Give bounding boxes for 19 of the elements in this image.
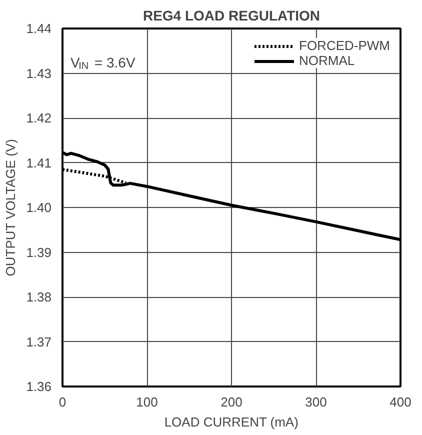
y-tick-label: 1.40 xyxy=(26,200,52,215)
x-tick-label: 200 xyxy=(220,394,242,410)
y-tick-label: 1.39 xyxy=(26,244,52,260)
x-axis-title: LOAD CURRENT (mA) xyxy=(164,414,298,430)
y-tick-label: 1.37 xyxy=(26,334,52,350)
legend-label: FORCED-PWM xyxy=(299,38,390,53)
y-tick-label: 1.42 xyxy=(26,110,52,126)
y-tick-label: 1.41 xyxy=(26,155,52,170)
x-tick-label: 400 xyxy=(390,394,412,410)
x-tick-label: 0 xyxy=(58,394,66,410)
x-tick-label: 100 xyxy=(136,394,158,410)
legend-label: NORMAL xyxy=(299,53,355,68)
y-tick-label: 1.43 xyxy=(26,66,52,81)
y-axis-title: OUTPUT VOLTAGE (V) xyxy=(3,138,18,276)
chart-title: REG4 LOAD REGULATION xyxy=(142,8,320,24)
y-tick-label: 1.44 xyxy=(26,21,52,36)
x-tick-label: 300 xyxy=(305,394,327,410)
y-tick-label: 1.38 xyxy=(26,290,52,304)
y-tick-label: 1.36 xyxy=(26,379,52,394)
